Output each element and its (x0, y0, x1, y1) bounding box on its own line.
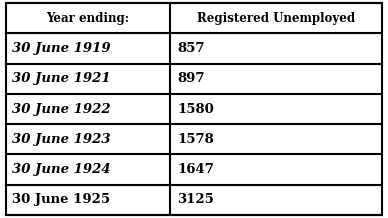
Text: 897: 897 (177, 72, 205, 85)
Text: 30 June 1921: 30 June 1921 (12, 72, 110, 85)
Text: Year ending:: Year ending: (46, 12, 129, 25)
Text: 30 June 1924: 30 June 1924 (12, 163, 110, 176)
Text: 1580: 1580 (177, 102, 214, 116)
Text: 1578: 1578 (177, 133, 214, 146)
Text: 857: 857 (177, 42, 205, 55)
Text: Registered Unemployed: Registered Unemployed (197, 12, 355, 25)
Text: 30 June 1923: 30 June 1923 (12, 133, 110, 146)
Text: 30 June 1919: 30 June 1919 (12, 42, 110, 55)
Text: 1647: 1647 (177, 163, 214, 176)
Text: 30 June 1922: 30 June 1922 (12, 102, 110, 116)
Text: 30 June 1925: 30 June 1925 (12, 193, 110, 206)
Text: 3125: 3125 (177, 193, 214, 206)
